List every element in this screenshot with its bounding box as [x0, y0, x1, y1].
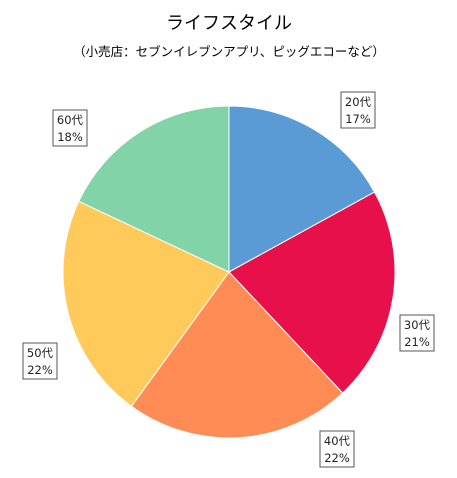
chart-title: ライフスタイル — [166, 13, 292, 34]
slice-label-box — [52, 109, 88, 147]
slice-label-box — [399, 314, 435, 352]
slice-category-label: 20代 — [345, 95, 372, 109]
slice-value-label: 22% — [27, 363, 53, 377]
slice-label-box — [319, 430, 355, 468]
slice-category-label: 50代 — [27, 346, 54, 360]
slice-value-label: 21% — [404, 335, 430, 349]
slice-value-label: 18% — [57, 130, 83, 144]
pie-slice-2 — [228, 191, 396, 394]
slice-label-box — [340, 91, 376, 129]
slice-value-label: 17% — [345, 112, 371, 126]
slice-category-label: 30代 — [404, 318, 431, 332]
slice-value-label: 22% — [324, 451, 350, 465]
pie-slice-5 — [78, 105, 230, 273]
pie-slices — [62, 105, 396, 439]
chart-subtitle: （小売店：セブンイレブンアプリ、ピッグエコーなど） — [73, 44, 385, 59]
pie-slice-1 — [228, 105, 376, 273]
pie-slice-3 — [130, 271, 344, 439]
slice-label-box — [22, 342, 58, 380]
slice-category-label: 40代 — [324, 434, 351, 448]
slice-category-label: 60代 — [57, 113, 84, 127]
